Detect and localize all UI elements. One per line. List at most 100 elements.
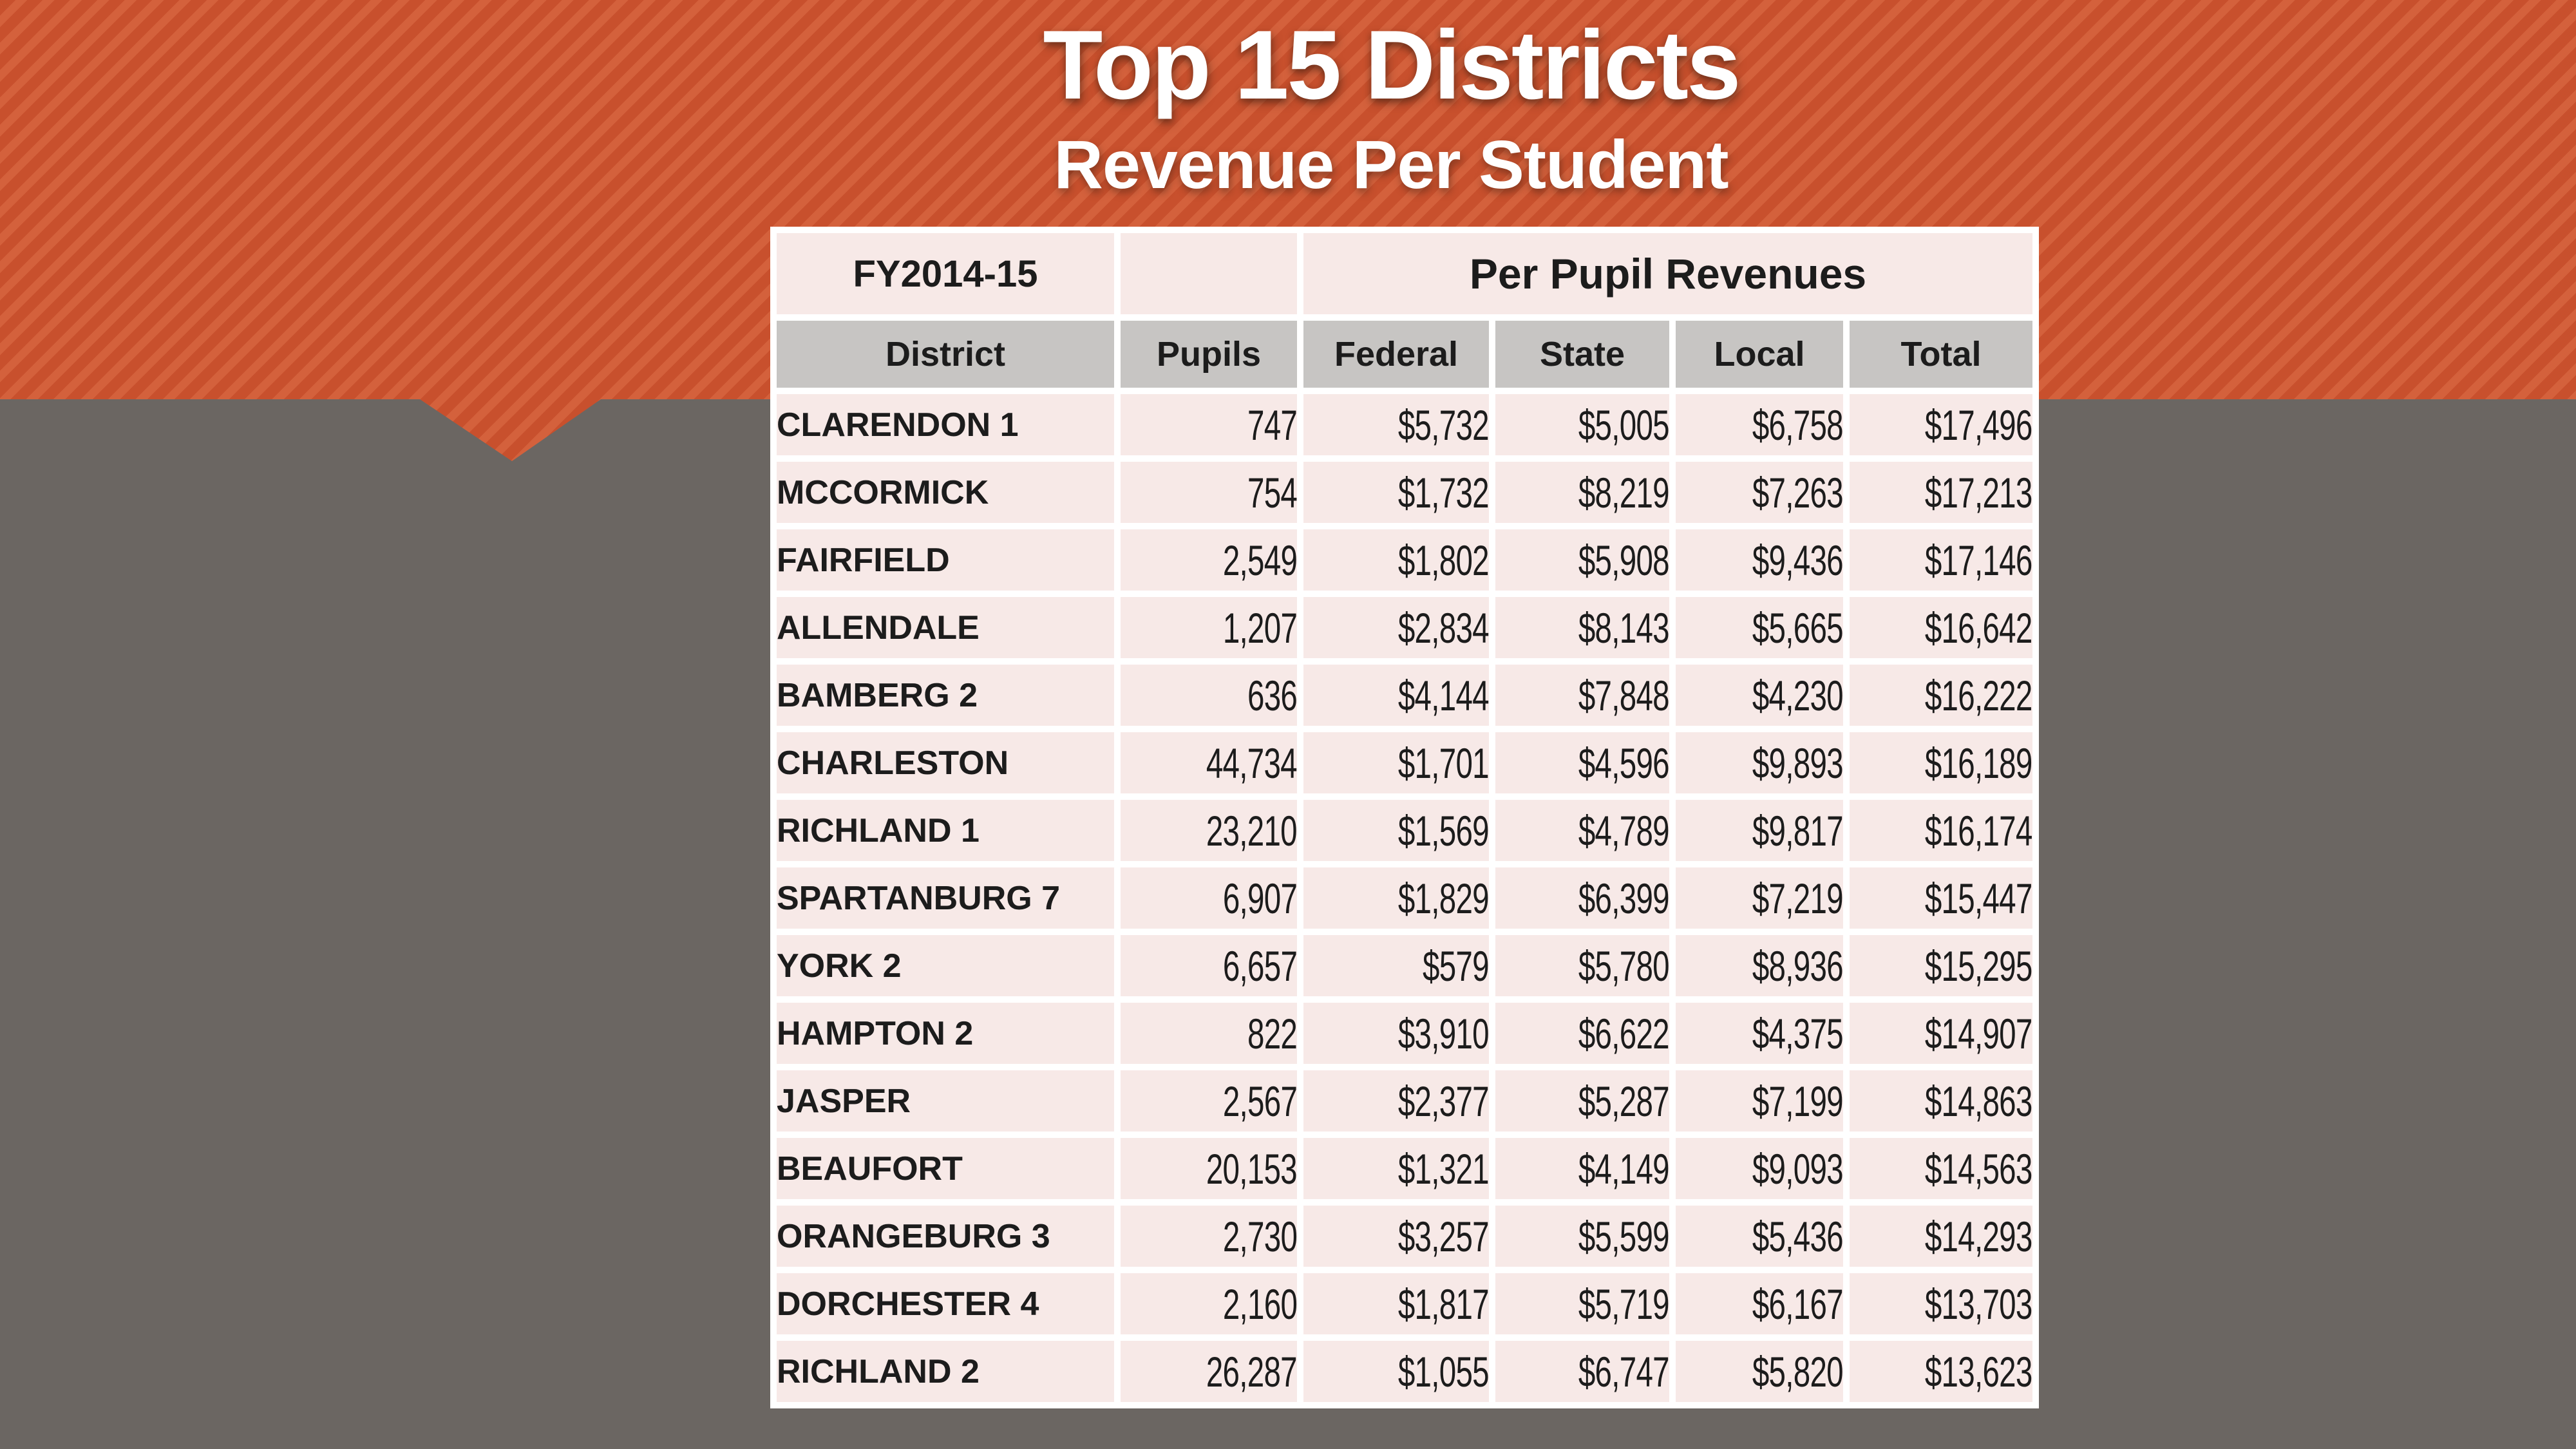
federal-value: $5,732: [1397, 401, 1489, 449]
local-value: $9,436: [1752, 536, 1843, 584]
local-value: $5,665: [1752, 603, 1843, 652]
table-row: RICHLAND 1 23,210 $1,569 $4,789 $9,817 $…: [777, 800, 2032, 861]
local-cell: $9,436: [1676, 529, 1843, 591]
federal-cell: $1,802: [1303, 529, 1489, 591]
pupils-value: 2,549: [1222, 536, 1297, 584]
federal-value: $1,817: [1397, 1280, 1489, 1328]
total-value: $13,623: [1925, 1347, 2032, 1396]
empty-header-cell: [1121, 233, 1297, 314]
local-value: $8,936: [1752, 942, 1843, 990]
state-cell: $6,622: [1495, 1003, 1669, 1064]
local-cell: $7,263: [1676, 462, 1843, 523]
table-row: ORANGEBURG 3 2,730 $3,257 $5,599 $5,436 …: [777, 1206, 2032, 1267]
federal-cell: $579: [1303, 935, 1489, 996]
state-value: $4,149: [1578, 1144, 1669, 1193]
local-value: $9,093: [1752, 1144, 1843, 1193]
pupils-cell: 2,730: [1121, 1206, 1297, 1267]
local-value: $4,230: [1752, 671, 1843, 719]
pupils-cell: 1,207: [1121, 597, 1297, 658]
total-value: $14,293: [1925, 1212, 2032, 1260]
total-cell: $17,213: [1850, 462, 2032, 523]
federal-value: $1,829: [1397, 874, 1489, 922]
pupils-value: 822: [1247, 1009, 1297, 1057]
state-value: $5,780: [1578, 942, 1669, 990]
state-cell: $5,287: [1495, 1070, 1669, 1132]
table-row: SPARTANBURG 7 6,907 $1,829 $6,399 $7,219…: [777, 867, 2032, 929]
total-cell: $16,189: [1850, 732, 2032, 793]
federal-value: $4,144: [1397, 671, 1489, 719]
table-row: BAMBERG 2 636 $4,144 $7,848 $4,230 $16,2…: [777, 665, 2032, 726]
table-row: ALLENDALE 1,207 $2,834 $8,143 $5,665 $16…: [777, 597, 2032, 658]
total-value: $16,174: [1925, 806, 2032, 855]
local-cell: $9,817: [1676, 800, 1843, 861]
revenue-table: FY2014-15 Per Pupil Revenues District Pu…: [770, 227, 2039, 1408]
federal-cell: $3,257: [1303, 1206, 1489, 1267]
total-cell: $14,293: [1850, 1206, 2032, 1267]
local-cell: $4,375: [1676, 1003, 1843, 1064]
federal-value: $3,257: [1397, 1212, 1489, 1260]
state-value: $5,719: [1578, 1280, 1669, 1328]
pupils-value: 747: [1247, 401, 1297, 449]
pupils-value: 636: [1247, 671, 1297, 719]
federal-value: $579: [1423, 942, 1489, 990]
table-row: CLARENDON 1 747 $5,732 $5,005 $6,758 $17…: [777, 394, 2032, 455]
state-cell: $5,908: [1495, 529, 1669, 591]
table-row: YORK 2 6,657 $579 $5,780 $8,936 $15,295: [777, 935, 2032, 996]
federal-value: $1,701: [1397, 739, 1489, 787]
state-value: $8,143: [1578, 603, 1669, 652]
local-cell: $9,093: [1676, 1138, 1843, 1199]
total-cell: $16,174: [1850, 800, 2032, 861]
local-cell: $6,758: [1676, 394, 1843, 455]
state-cell: $4,789: [1495, 800, 1669, 861]
district-cell: ALLENDALE: [777, 597, 1114, 658]
state-cell: $5,719: [1495, 1273, 1669, 1334]
slide-title: Top 15 Districts: [1043, 10, 1741, 120]
local-cell: $8,936: [1676, 935, 1843, 996]
local-value: $7,263: [1752, 468, 1843, 516]
column-header-federal: Federal: [1303, 321, 1489, 388]
total-cell: $13,703: [1850, 1273, 2032, 1334]
column-header-district: District: [777, 321, 1114, 388]
state-cell: $8,143: [1495, 597, 1669, 658]
state-cell: $4,596: [1495, 732, 1669, 793]
district-cell: ORANGEBURG 3: [777, 1206, 1114, 1267]
federal-cell: $1,817: [1303, 1273, 1489, 1334]
pupils-value: 6,657: [1222, 942, 1297, 990]
total-cell: $16,642: [1850, 597, 2032, 658]
local-cell: $5,820: [1676, 1341, 1843, 1402]
federal-cell: $1,732: [1303, 462, 1489, 523]
group-header: Per Pupil Revenues: [1303, 233, 2032, 314]
state-value: $5,005: [1578, 401, 1669, 449]
state-value: $4,596: [1578, 739, 1669, 787]
state-value: $5,599: [1578, 1212, 1669, 1260]
state-value: $6,622: [1578, 1009, 1669, 1057]
local-value: $9,893: [1752, 739, 1843, 787]
column-header-total: Total: [1850, 321, 2032, 388]
district-cell: BAMBERG 2: [777, 665, 1114, 726]
pupils-cell: 2,567: [1121, 1070, 1297, 1132]
federal-cell: $1,055: [1303, 1341, 1489, 1402]
table-row: CHARLESTON 44,734 $1,701 $4,596 $9,893 $…: [777, 732, 2032, 793]
pupils-cell: 754: [1121, 462, 1297, 523]
pupils-value: 20,153: [1206, 1144, 1297, 1193]
district-cell: DORCHESTER 4: [777, 1273, 1114, 1334]
table-row: HAMPTON 2 822 $3,910 $6,622 $4,375 $14,9…: [777, 1003, 2032, 1064]
total-value: $16,642: [1925, 603, 2032, 652]
district-cell: YORK 2: [777, 935, 1114, 996]
heading-block: Top 15 Districts Revenue Per Student: [206, 6, 2576, 203]
table-column-header-row: District Pupils Federal State Local Tota…: [777, 321, 2032, 388]
total-cell: $17,496: [1850, 394, 2032, 455]
total-cell: $15,295: [1850, 935, 2032, 996]
state-cell: $7,848: [1495, 665, 1669, 726]
federal-value: $3,910: [1397, 1009, 1489, 1057]
total-cell: $15,447: [1850, 867, 2032, 929]
state-value: $7,848: [1578, 671, 1669, 719]
federal-cell: $5,732: [1303, 394, 1489, 455]
district-cell: FAIRFIELD: [777, 529, 1114, 591]
total-value: $14,907: [1925, 1009, 2032, 1057]
state-value: $4,789: [1578, 806, 1669, 855]
total-value: $14,563: [1925, 1144, 2032, 1193]
local-value: $6,167: [1752, 1280, 1843, 1328]
total-value: $17,146: [1925, 536, 2032, 584]
federal-value: $1,569: [1397, 806, 1489, 855]
